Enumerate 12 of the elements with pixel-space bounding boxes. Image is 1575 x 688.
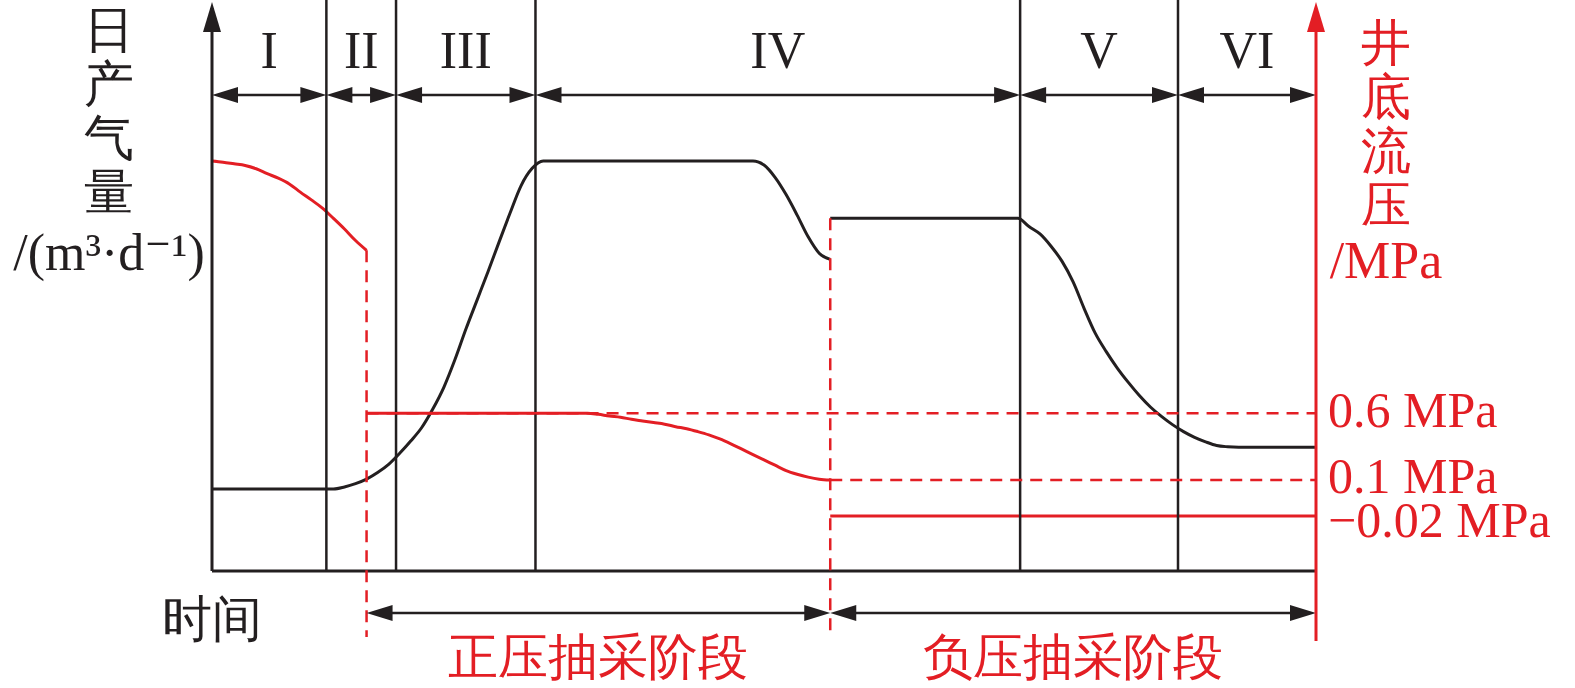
text: 正压抽采阶段 (448, 629, 749, 685)
text: V (1080, 22, 1118, 79)
text: IV (750, 22, 806, 79)
y2-axis-title: 井底流压/MPa (1329, 15, 1443, 289)
text: I (260, 22, 278, 79)
text: III (439, 22, 492, 79)
ref-line-label: 0.6 MPa (1328, 381, 1498, 438)
x-axis-title: 时间 (162, 591, 262, 647)
text: II (343, 22, 379, 79)
text: VI (1219, 22, 1275, 79)
text: 负压抽采阶段 (923, 629, 1224, 685)
y-axis-title: 日产气量/(m³·d⁻¹) (13, 2, 205, 282)
